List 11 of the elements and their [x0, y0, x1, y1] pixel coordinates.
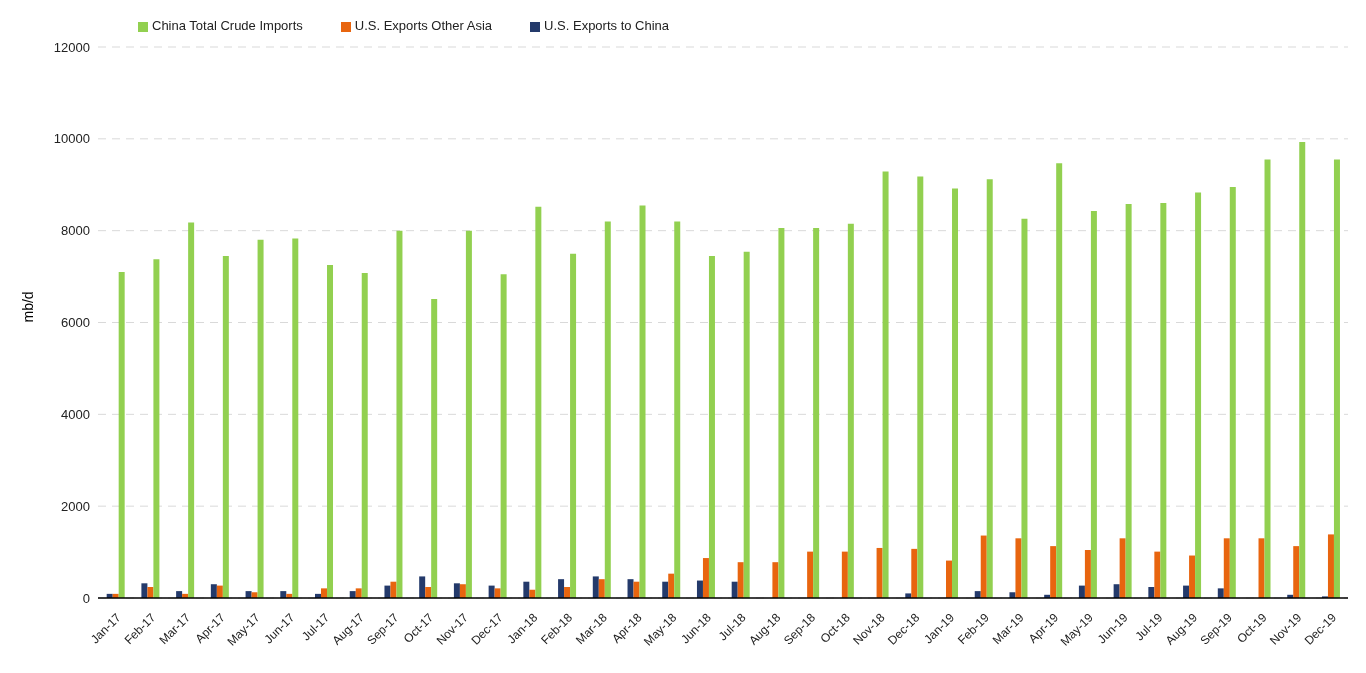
legend-label: China Total Crude Imports: [152, 18, 303, 33]
y-tick-label: 4000: [61, 406, 90, 422]
y-tick-label: 6000: [61, 315, 90, 331]
y-tick-label: 8000: [61, 223, 90, 239]
y-tick-label: 10000: [53, 131, 90, 147]
y-axis-title: mb/d: [19, 291, 36, 323]
legend-label: U.S. Exports to China: [544, 18, 670, 33]
y-tick-label: 2000: [61, 498, 90, 514]
y-tick-label: 12000: [53, 39, 90, 55]
legend-label: U.S. Exports Other Asia: [354, 18, 493, 33]
y-tick-label: 0: [82, 590, 90, 606]
